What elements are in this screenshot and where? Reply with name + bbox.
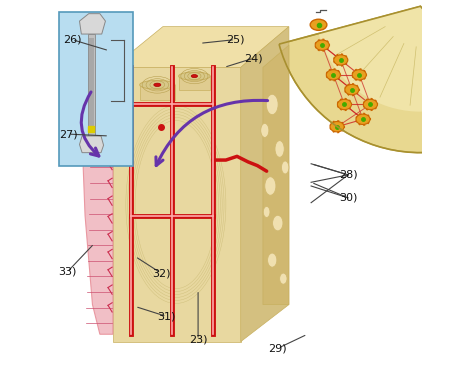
Ellipse shape: [273, 215, 283, 231]
Polygon shape: [90, 38, 93, 131]
Ellipse shape: [275, 141, 284, 157]
Text: 29): 29): [268, 343, 287, 353]
Ellipse shape: [280, 273, 287, 284]
Polygon shape: [80, 136, 104, 153]
Text: 28): 28): [339, 170, 357, 180]
Ellipse shape: [330, 122, 344, 132]
Text: 25): 25): [226, 35, 245, 45]
Ellipse shape: [356, 114, 370, 125]
Polygon shape: [140, 85, 175, 100]
Text: 23): 23): [189, 335, 207, 345]
Ellipse shape: [154, 83, 161, 87]
Text: 33): 33): [58, 267, 76, 277]
Ellipse shape: [352, 70, 366, 80]
Polygon shape: [80, 14, 105, 34]
Ellipse shape: [140, 80, 175, 89]
Ellipse shape: [310, 19, 327, 31]
Wedge shape: [319, 6, 474, 112]
Text: 27): 27): [59, 129, 78, 139]
Ellipse shape: [261, 124, 269, 137]
Ellipse shape: [265, 177, 276, 195]
Polygon shape: [241, 27, 289, 341]
Text: 30): 30): [339, 193, 357, 203]
Ellipse shape: [315, 40, 329, 50]
Ellipse shape: [337, 99, 352, 110]
Polygon shape: [88, 34, 95, 136]
Polygon shape: [113, 27, 289, 67]
Polygon shape: [113, 67, 241, 341]
Ellipse shape: [191, 74, 198, 78]
Text: 26): 26): [63, 35, 82, 45]
FancyBboxPatch shape: [59, 12, 133, 166]
Polygon shape: [83, 101, 113, 334]
Polygon shape: [179, 76, 210, 90]
Ellipse shape: [179, 72, 210, 80]
Ellipse shape: [326, 70, 340, 80]
Ellipse shape: [345, 84, 359, 95]
Text: 24): 24): [245, 53, 263, 63]
Ellipse shape: [268, 253, 277, 267]
Wedge shape: [279, 6, 474, 153]
Ellipse shape: [264, 206, 270, 218]
Ellipse shape: [364, 99, 377, 110]
Text: 32): 32): [152, 268, 170, 278]
Ellipse shape: [334, 55, 348, 65]
Ellipse shape: [266, 94, 278, 115]
Ellipse shape: [282, 161, 289, 174]
Text: 31): 31): [157, 311, 176, 321]
Polygon shape: [263, 45, 289, 305]
